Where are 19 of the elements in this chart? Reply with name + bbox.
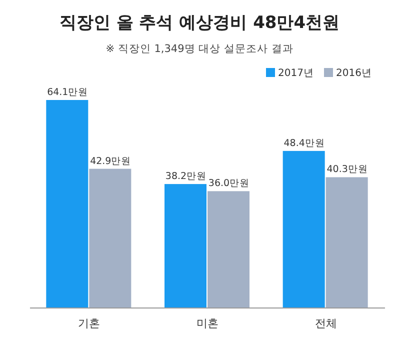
x-tick-label: 전체 xyxy=(314,317,337,330)
bar xyxy=(164,184,206,308)
data-label: 40.3만원 xyxy=(326,164,368,176)
data-label: 38.2만원 xyxy=(165,171,207,182)
data-label: 48.4만원 xyxy=(284,138,325,149)
chart-title: 직장인 올 추석 예상경비 48만4천원 xyxy=(59,13,340,33)
x-tick-label: 기혼 xyxy=(78,317,100,330)
bar xyxy=(208,191,250,308)
data-label: 42.9만원 xyxy=(90,156,132,167)
bar xyxy=(46,100,88,308)
chart-subtitle: ※ 직장인 1,349명 대상 설문조사 결과 xyxy=(106,43,294,55)
bar xyxy=(282,150,325,308)
legend-label: 2017년 xyxy=(278,68,314,79)
data-label: 36.0만원 xyxy=(208,178,250,190)
bar xyxy=(89,168,132,308)
data-label: 64.1만원 xyxy=(47,87,88,98)
bar xyxy=(326,177,368,308)
legend-label: 2016년 xyxy=(336,68,372,79)
x-tick-label: 미혼 xyxy=(196,317,218,330)
